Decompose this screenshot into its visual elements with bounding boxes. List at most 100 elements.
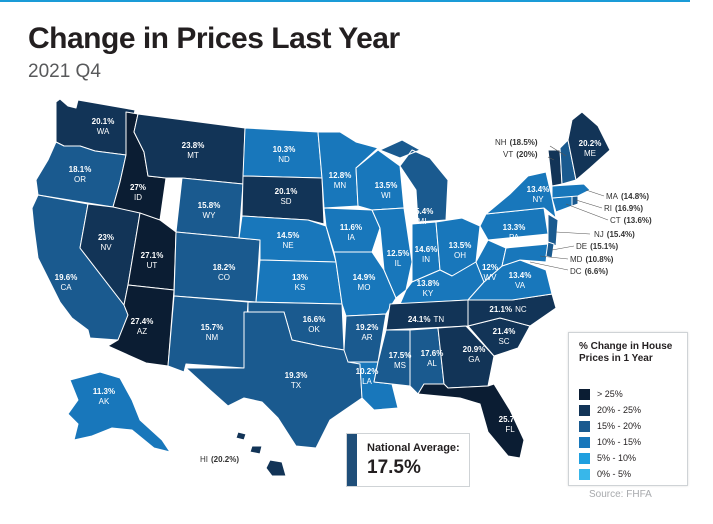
legend-label: 20% - 25% — [597, 405, 642, 415]
callout-HI: HI (20.2%) — [200, 455, 239, 464]
leader-NH — [549, 145, 567, 157]
label-KS-value: 13% — [292, 273, 308, 282]
label-OK-value: 16.6% — [303, 315, 326, 324]
label-IN-value: 14.6% — [415, 245, 438, 254]
label-WA-value: 20.1% — [92, 117, 115, 126]
label-AR-value: 19.2% — [356, 323, 379, 332]
label-MT-value: 23.8% — [182, 141, 205, 150]
label-FL-value: 25.7% — [499, 415, 522, 424]
legend-label: 0% - 5% — [597, 469, 632, 479]
label-TN-value: 24.1% TN — [408, 315, 445, 324]
label-MN-code: MN — [334, 181, 347, 190]
callout-RI: RI (16.9%) — [604, 204, 643, 213]
label-AZ-code: AZ — [137, 327, 147, 336]
page-subtitle: 2021 Q4 — [28, 61, 101, 82]
state-ME[interactable] — [567, 111, 611, 181]
label-NM-value: 15.7% — [201, 323, 224, 332]
label-KY-value: 13.8% — [417, 279, 440, 288]
label-KS-code: KS — [295, 283, 306, 292]
state-FL[interactable] — [417, 383, 525, 459]
label-IA-value: 11.6% — [340, 223, 362, 232]
legend-title: % Change in House Prices in 1 Year — [579, 341, 673, 364]
label-UT-code: UT — [147, 261, 158, 270]
state-CT[interactable] — [551, 195, 573, 213]
legend-label: 10% - 15% — [597, 437, 642, 447]
leader-NJ — [555, 231, 591, 235]
legend-swatch — [579, 405, 590, 416]
state-SD[interactable] — [241, 175, 325, 225]
label-ID-code: ID — [134, 193, 142, 202]
state-MI[interactable] — [379, 139, 449, 223]
label-SD-code: SD — [280, 197, 291, 206]
callout-MD: MD (10.8%) — [570, 255, 614, 264]
state-MD[interactable] — [501, 243, 549, 267]
label-TX-value: 19.3% — [285, 371, 308, 380]
state-VT[interactable] — [547, 149, 563, 187]
state-AK[interactable] — [67, 371, 171, 453]
label-IN-code: IN — [422, 255, 430, 264]
label-ID-value: 27% — [130, 183, 146, 192]
label-MI-code: MI — [418, 217, 427, 226]
legend-swatch — [579, 421, 590, 432]
callout-DE: DE (15.1%) — [576, 242, 618, 251]
state-RI[interactable] — [571, 195, 579, 207]
label-NE-value: 14.5% — [277, 231, 300, 240]
leader-DE — [551, 245, 575, 251]
state-NJ[interactable] — [547, 213, 559, 247]
legend-swatch — [579, 389, 590, 400]
state-KS[interactable] — [255, 259, 343, 305]
label-OR-code: OR — [74, 175, 86, 184]
state-TX[interactable] — [185, 311, 363, 449]
state-DE[interactable] — [545, 241, 555, 259]
source-note: Source: FHFA — [589, 489, 652, 500]
label-AL-code: AL — [427, 359, 437, 368]
label-NY-code: NY — [532, 195, 544, 204]
state-MA[interactable] — [551, 183, 591, 199]
label-MI-value: 15.4% — [411, 207, 434, 216]
callout-CT: CT (13.6%) — [610, 216, 652, 225]
label-NM-code: NM — [206, 333, 219, 342]
leader-VT — [547, 156, 555, 161]
national-average-box: National Average: 17.5% — [346, 433, 470, 487]
label-ME-value: 20.2% — [579, 139, 602, 148]
label-IL-code: IL — [395, 259, 402, 268]
page-title: Change in Prices Last Year — [28, 22, 400, 55]
legend-swatch — [579, 453, 590, 464]
legend-swatch — [579, 437, 590, 448]
callout-leaders — [529, 145, 609, 271]
state-PA[interactable] — [479, 207, 549, 241]
label-CO-code: CO — [218, 273, 230, 282]
label-NV-code: NV — [100, 243, 112, 252]
label-OK-code: OK — [308, 325, 320, 334]
legend-label: 15% - 20% — [597, 421, 642, 431]
top-accent-line — [0, 0, 690, 2]
label-WI-code: WI — [381, 191, 391, 200]
national-average-label: National Average: — [367, 442, 460, 454]
label-WV-value: 12% — [482, 263, 498, 272]
label-AK-value: 11.3% — [93, 387, 115, 396]
national-average-value: 17.5% — [367, 457, 421, 478]
label-MO-value: 14.9% — [353, 273, 376, 282]
callout-VT: VT (20%) — [503, 150, 538, 159]
label-AL-value: 17.6% — [421, 349, 444, 358]
label-ME-code: ME — [584, 149, 596, 158]
label-MO-code: MO — [358, 283, 371, 292]
label-WY-value: 15.8% — [198, 201, 221, 210]
label-PA-code: PA — [509, 233, 520, 242]
label-NV-value: 23% — [98, 233, 114, 242]
label-AR-code: AR — [361, 333, 372, 342]
state-IL[interactable] — [371, 207, 413, 299]
label-WI-value: 13.5% — [375, 181, 398, 190]
state-NY[interactable] — [485, 171, 557, 219]
label-UT-value: 27.1% — [141, 251, 164, 260]
national-average-bar — [347, 434, 357, 486]
label-IA-code: IA — [347, 233, 355, 242]
leader-MD — [539, 255, 569, 260]
label-SD-value: 20.1% — [275, 187, 298, 196]
label-MN-value: 12.8% — [329, 171, 352, 180]
label-GA-value: 20.9% — [463, 345, 486, 354]
label-NC-value: 21.1% NC — [489, 305, 526, 314]
state-HI-main[interactable] — [235, 431, 287, 477]
legend-label: > 25% — [597, 389, 623, 399]
legend-swatch — [579, 469, 590, 480]
